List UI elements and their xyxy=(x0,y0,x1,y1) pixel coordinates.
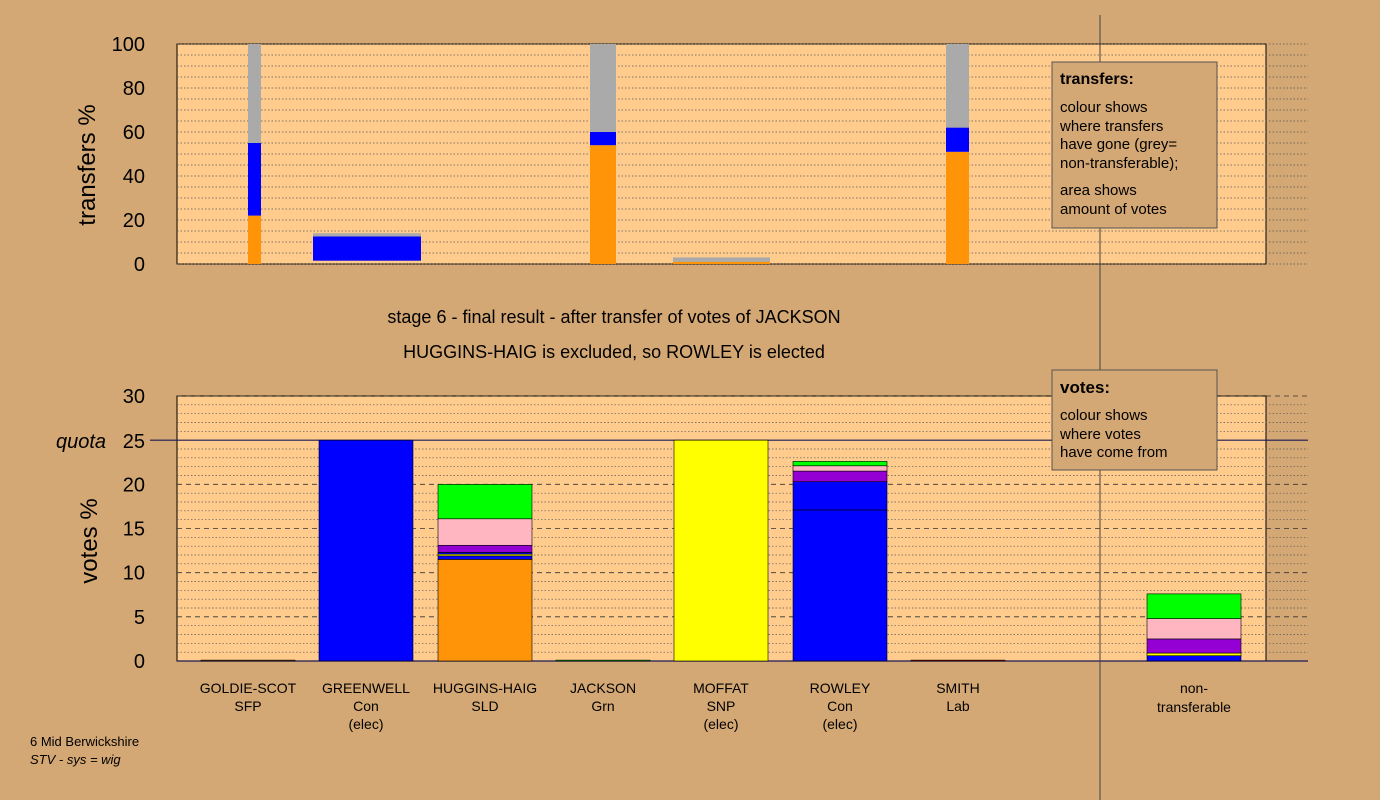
votes-legend-title: votes: xyxy=(1060,378,1110,397)
votes-bar-segment xyxy=(437,544,533,553)
transfers-y-tick-label: 20 xyxy=(123,210,145,232)
transfers-legend-line-1: colour shows xyxy=(1060,99,1148,116)
votes-y-tick-label: 30 xyxy=(123,386,145,408)
candidate-party: transferable xyxy=(1157,699,1231,715)
votes-bar-segment xyxy=(555,659,651,662)
constituency-label: 6 Mid Berwickshire xyxy=(30,734,139,749)
candidate-party: SNP xyxy=(707,698,736,714)
system-label: STV - sys = wig xyxy=(30,752,121,767)
candidate-note: (elec) xyxy=(703,716,738,732)
votes-legend: votes: colour shows where votes have com… xyxy=(1051,369,1218,471)
transfers-bar-segment xyxy=(313,236,421,261)
transfers-y-tick-label: 100 xyxy=(112,34,145,56)
votes-bar-segment xyxy=(910,659,1006,662)
votes-legend-line-2: where votes xyxy=(1059,426,1141,443)
transfers-legend-line-3: have gone (grey= xyxy=(1060,136,1177,153)
votes-x-labels: GOLDIE-SCOT SFP GREENWELL Con (elec) HUGGINS-… xyxy=(200,680,1231,732)
candidate-party: Grn xyxy=(591,698,614,714)
transfers-legend-box xyxy=(1051,61,1218,229)
votes-bar-segment xyxy=(437,555,533,560)
candidate-name: SMITH xyxy=(936,680,980,696)
transfers-bar-segment xyxy=(248,215,261,264)
votes-bar-segment xyxy=(200,659,296,662)
candidate-party: Con xyxy=(353,698,379,714)
transfers-bar-segment xyxy=(590,132,616,146)
transfers-bar-segment xyxy=(673,257,770,262)
votes-y-ticks: 0 5 10 15 20 30 xyxy=(123,386,145,673)
stage-result: HUGGINS-HAIG is excluded, so ROWLEY is e… xyxy=(403,342,825,362)
candidate-note: (elec) xyxy=(822,716,857,732)
quota-label: quota xyxy=(56,431,106,453)
votes-bar-segment xyxy=(792,481,888,511)
transfers-y-tick-label: 80 xyxy=(123,78,145,100)
votes-y-tick-label: 0 xyxy=(134,651,145,673)
candidate-name: non- xyxy=(1180,680,1208,696)
transfers-y-axis-label: transfers % xyxy=(74,104,101,225)
votes-bar-segment xyxy=(1146,655,1242,662)
transfers-y-tick-label: 60 xyxy=(123,122,145,144)
candidate-name: JACKSON xyxy=(570,680,636,696)
votes-bar-segment xyxy=(1146,652,1242,656)
votes-bar-segment xyxy=(1146,638,1242,654)
transfers-y-tick-label: 40 xyxy=(123,166,145,188)
quota-tick-label: 25 xyxy=(123,431,145,453)
transfers-bar-segment xyxy=(946,151,969,264)
votes-bar-segment xyxy=(792,470,888,482)
transfers-legend-line-5: area shows xyxy=(1060,182,1137,199)
transfers-bar-segment xyxy=(946,127,969,152)
candidate-party: Con xyxy=(827,698,853,714)
transfers-bar-segment xyxy=(248,143,261,216)
transfers-bar-segment xyxy=(673,261,770,264)
transfers-y-tick-label: 0 xyxy=(134,254,145,276)
votes-bar-segment xyxy=(1146,593,1242,619)
votes-legend-box xyxy=(1051,369,1218,471)
candidate-party: SFP xyxy=(234,698,261,714)
votes-bar-segment xyxy=(1146,618,1242,640)
candidate-name: MOFFAT xyxy=(693,680,749,696)
candidate-name: GOLDIE-SCOT xyxy=(200,680,297,696)
transfers-bar-segment xyxy=(313,233,421,237)
candidate-party: SLD xyxy=(471,698,498,714)
votes-legend-line-1: colour shows xyxy=(1060,407,1148,424)
transfers-legend-title: transfers: xyxy=(1060,71,1134,88)
votes-bar-segment xyxy=(437,484,533,520)
votes-y-tick-label: 10 xyxy=(123,563,145,585)
transfers-legend-line-4: non-transferable); xyxy=(1060,155,1178,172)
votes-y-tick-label: 15 xyxy=(123,519,145,541)
candidate-name: HUGGINS-HAIG xyxy=(433,680,537,696)
candidate-name: GREENWELL xyxy=(322,680,410,696)
transfers-legend-line-6: amount of votes xyxy=(1060,201,1167,218)
candidate-name: ROWLEY xyxy=(810,680,871,696)
candidate-note: (elec) xyxy=(348,716,383,732)
votes-legend-line-3: have come from xyxy=(1060,444,1168,461)
transfers-bar-segment xyxy=(248,44,261,143)
transfers-bars xyxy=(248,44,969,264)
votes-bar-segment xyxy=(673,439,769,662)
votes-bar-segment xyxy=(792,509,888,662)
votes-y-axis-label: votes % xyxy=(76,498,103,583)
candidate-party: Lab xyxy=(946,698,970,714)
votes-y-tick-label: 20 xyxy=(123,474,145,496)
transfers-legend: transfers: colour shows where transfers … xyxy=(1051,61,1218,229)
votes-bar-segment xyxy=(437,518,533,546)
transfers-bar-segment xyxy=(590,145,616,264)
votes-bar-segment xyxy=(792,461,888,467)
votes-bar-segment xyxy=(792,465,888,472)
stage-title: stage 6 - final result - after transfer … xyxy=(387,307,840,327)
votes-y-tick-label: 5 xyxy=(134,607,145,629)
votes-bars xyxy=(200,439,1242,662)
votes-bar-segment xyxy=(318,439,414,662)
transfers-y-ticks: 0 20 40 60 80 100 xyxy=(112,34,145,276)
transfers-bar-segment xyxy=(946,44,969,128)
votes-bar-segment xyxy=(437,559,533,662)
transfers-bar-segment xyxy=(590,44,616,132)
transfers-legend-line-2: where transfers xyxy=(1059,118,1163,135)
